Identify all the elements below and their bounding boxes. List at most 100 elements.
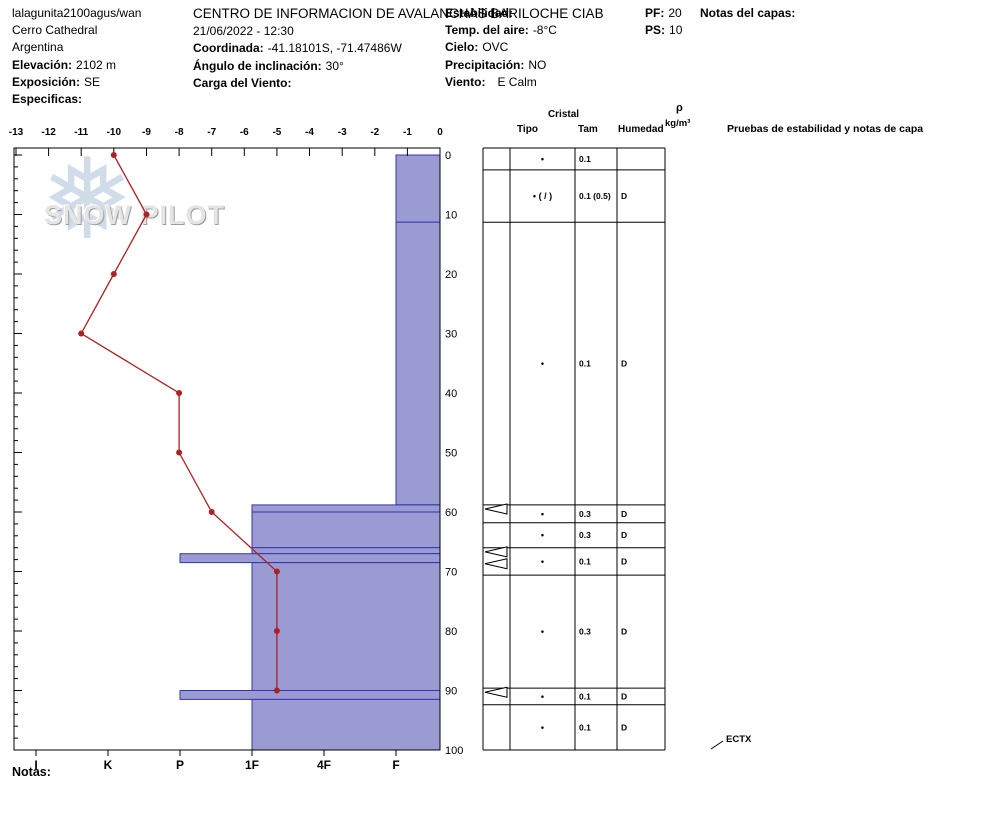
datetime: 21/06/2022 - 12:30 (193, 24, 294, 39)
temp-tick-label: -13 (9, 127, 24, 138)
header-pf-ps-block: PF: 20 PS: 10 (645, 5, 682, 39)
sky-value: OVC (482, 40, 509, 55)
table-header-cristal: Cristal (547, 109, 580, 120)
wind-value: E Calm (497, 74, 537, 89)
aspect-line: Exposición: SE (12, 74, 141, 91)
incline-value: 30° (325, 58, 344, 73)
hardness-tick-label: K (104, 758, 113, 772)
temp-tick-label: -1 (403, 127, 412, 138)
temperature-point (273, 568, 280, 575)
depth-tick-label: 50 (445, 448, 457, 460)
table-header-tipo: Tipo (517, 124, 538, 135)
layer-grain-type: • (541, 556, 544, 566)
depth-tick-label: 20 (445, 269, 457, 281)
layer-grain-size: 0.1 (0.5) (579, 191, 611, 201)
country-name: Argentina (12, 40, 64, 55)
header-site-block: lalagunita2100agus/wan Cerro Cathedral A… (12, 5, 141, 108)
temperature-point (110, 152, 117, 158)
air-temp-value: -8°C (532, 23, 557, 38)
stability-line: Estabilidad: (445, 5, 557, 22)
hardness-bar (251, 547, 441, 555)
temperature-point (273, 628, 280, 634)
hardness-bar (179, 690, 441, 700)
depth-tick-label: 10 (445, 210, 457, 222)
temperature-point (143, 211, 150, 218)
temp-tick-label: -9 (142, 127, 151, 138)
coordinates-line: Coordinada: -41.18101S, -71.47486W (193, 40, 604, 57)
layer-grain-size: 0.1 (579, 359, 591, 369)
layer-grain-size: 0.3 (579, 509, 591, 519)
header-weather-block: Estabilidad: Temp. del aire: -8°C Cielo: O… (445, 5, 557, 91)
hardness-tick-label: 4F (317, 758, 331, 772)
plot-border (13, 147, 441, 751)
temp-tick-label: -2 (370, 127, 379, 138)
temperature-point (110, 271, 117, 277)
hardness-tick-label: 1F (245, 758, 259, 772)
temp-tick-label: -6 (240, 127, 249, 138)
layer-grain-type: • (541, 530, 544, 540)
layer-humidity: D (621, 191, 627, 201)
layer-grain-type: • (541, 509, 544, 519)
temp-tick-label: 0 (437, 127, 443, 138)
depth-tick-label: 30 (445, 329, 457, 341)
hardness-bar (251, 511, 441, 549)
temp-tick-label: -8 (175, 127, 184, 138)
org-title-line: CENTRO DE INFORMACION DE AVALANCHAS BARI… (193, 5, 604, 23)
depth-tick-label: 0 (445, 150, 451, 162)
layer-humidity: D (621, 556, 627, 566)
depth-tick-label: 80 (445, 626, 457, 638)
temperature-point (176, 449, 183, 456)
layer-humidity: D (621, 509, 627, 519)
layer-notes-label: Notas del capas: (700, 6, 796, 20)
layer-notes-line: Notas del capas: (700, 5, 795, 22)
layer-boundary-arrow (484, 503, 508, 515)
pf-line: PF: 20 (645, 5, 682, 22)
hardness-bar (251, 698, 441, 751)
air-temp-label: Temp. del aire: (445, 23, 529, 38)
stability-label: Estabilidad: (445, 6, 514, 20)
test-note-pointer (710, 740, 724, 750)
specifics-label: Especificas: (12, 92, 83, 107)
incline-line: Ángulo de inclinación: 30° (193, 58, 604, 75)
layer-grain-size: 0.1 (579, 556, 591, 566)
table-header-humedad: Humedad (618, 124, 664, 135)
precipitation-value: NO (528, 57, 547, 72)
hardness-bar (395, 154, 441, 223)
temp-tick-label: -5 (272, 127, 281, 138)
table-header-density-units: kg/m³ (665, 118, 691, 129)
depth-tick-label: 40 (445, 388, 457, 400)
temperature-line (80, 154, 278, 691)
area-name: Cerro Cathedral (12, 23, 98, 38)
temperature-point (273, 687, 280, 694)
layer-grain-size: 0.1 (579, 154, 591, 164)
hardness-tick-label: F (392, 758, 399, 772)
notes-label: Notas: (12, 765, 51, 779)
layer-humidity: D (621, 530, 627, 540)
pf-value: 20 (668, 6, 682, 20)
wind-label: Viento: (445, 74, 486, 89)
ps-label: PS: (645, 23, 666, 38)
temp-tick-label: -10 (107, 127, 122, 138)
layer-grain-type: • (541, 722, 544, 732)
hardness-bar (251, 504, 441, 513)
layer-grain-type: • (541, 692, 544, 702)
temp-tick-label: -3 (338, 127, 347, 138)
temperature-point (78, 330, 85, 337)
aspect-label: Exposición: (12, 74, 81, 89)
ps-value: 10 (669, 23, 683, 38)
temp-tick-label: -7 (207, 127, 216, 138)
layer-humidity: D (621, 627, 627, 637)
temperature-point (176, 390, 183, 396)
org-title: CENTRO DE INFORMACION DE AVALANCHAS BARI… (193, 6, 604, 21)
layer-grain-type: • (541, 627, 544, 637)
temp-tick-label: -11 (74, 127, 88, 138)
wind-loading-label: Carga del Viento: (193, 75, 292, 90)
depth-tick-label: 70 (445, 567, 457, 579)
layer-boundary-arrow (484, 686, 508, 698)
depth-tick-label: 60 (445, 507, 457, 519)
hardness-bar (179, 553, 441, 564)
table-header-tam: Tam (578, 124, 598, 135)
air-temp-line: Temp. del aire: -8°C (445, 22, 557, 39)
layer-boundary-arrow (484, 546, 508, 558)
specifics-line: Especificas: (12, 91, 141, 108)
